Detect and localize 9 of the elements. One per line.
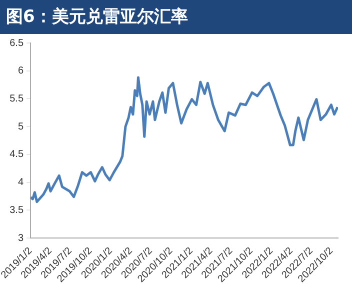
chart-title: 图6：美元兑雷亚尔汇率 — [0, 0, 352, 34]
y-tick-label: 4.5 — [10, 149, 24, 160]
y-tick-label: 6 — [18, 66, 24, 77]
y-tick-label: 5 — [18, 121, 24, 132]
y-tick-label: 4 — [18, 177, 24, 188]
y-tick-label: 3 — [18, 232, 24, 244]
y-tick-label: 6.5 — [10, 38, 24, 49]
y-tick-label: 5.5 — [10, 93, 24, 104]
y-tick-label: 3.5 — [10, 204, 24, 216]
